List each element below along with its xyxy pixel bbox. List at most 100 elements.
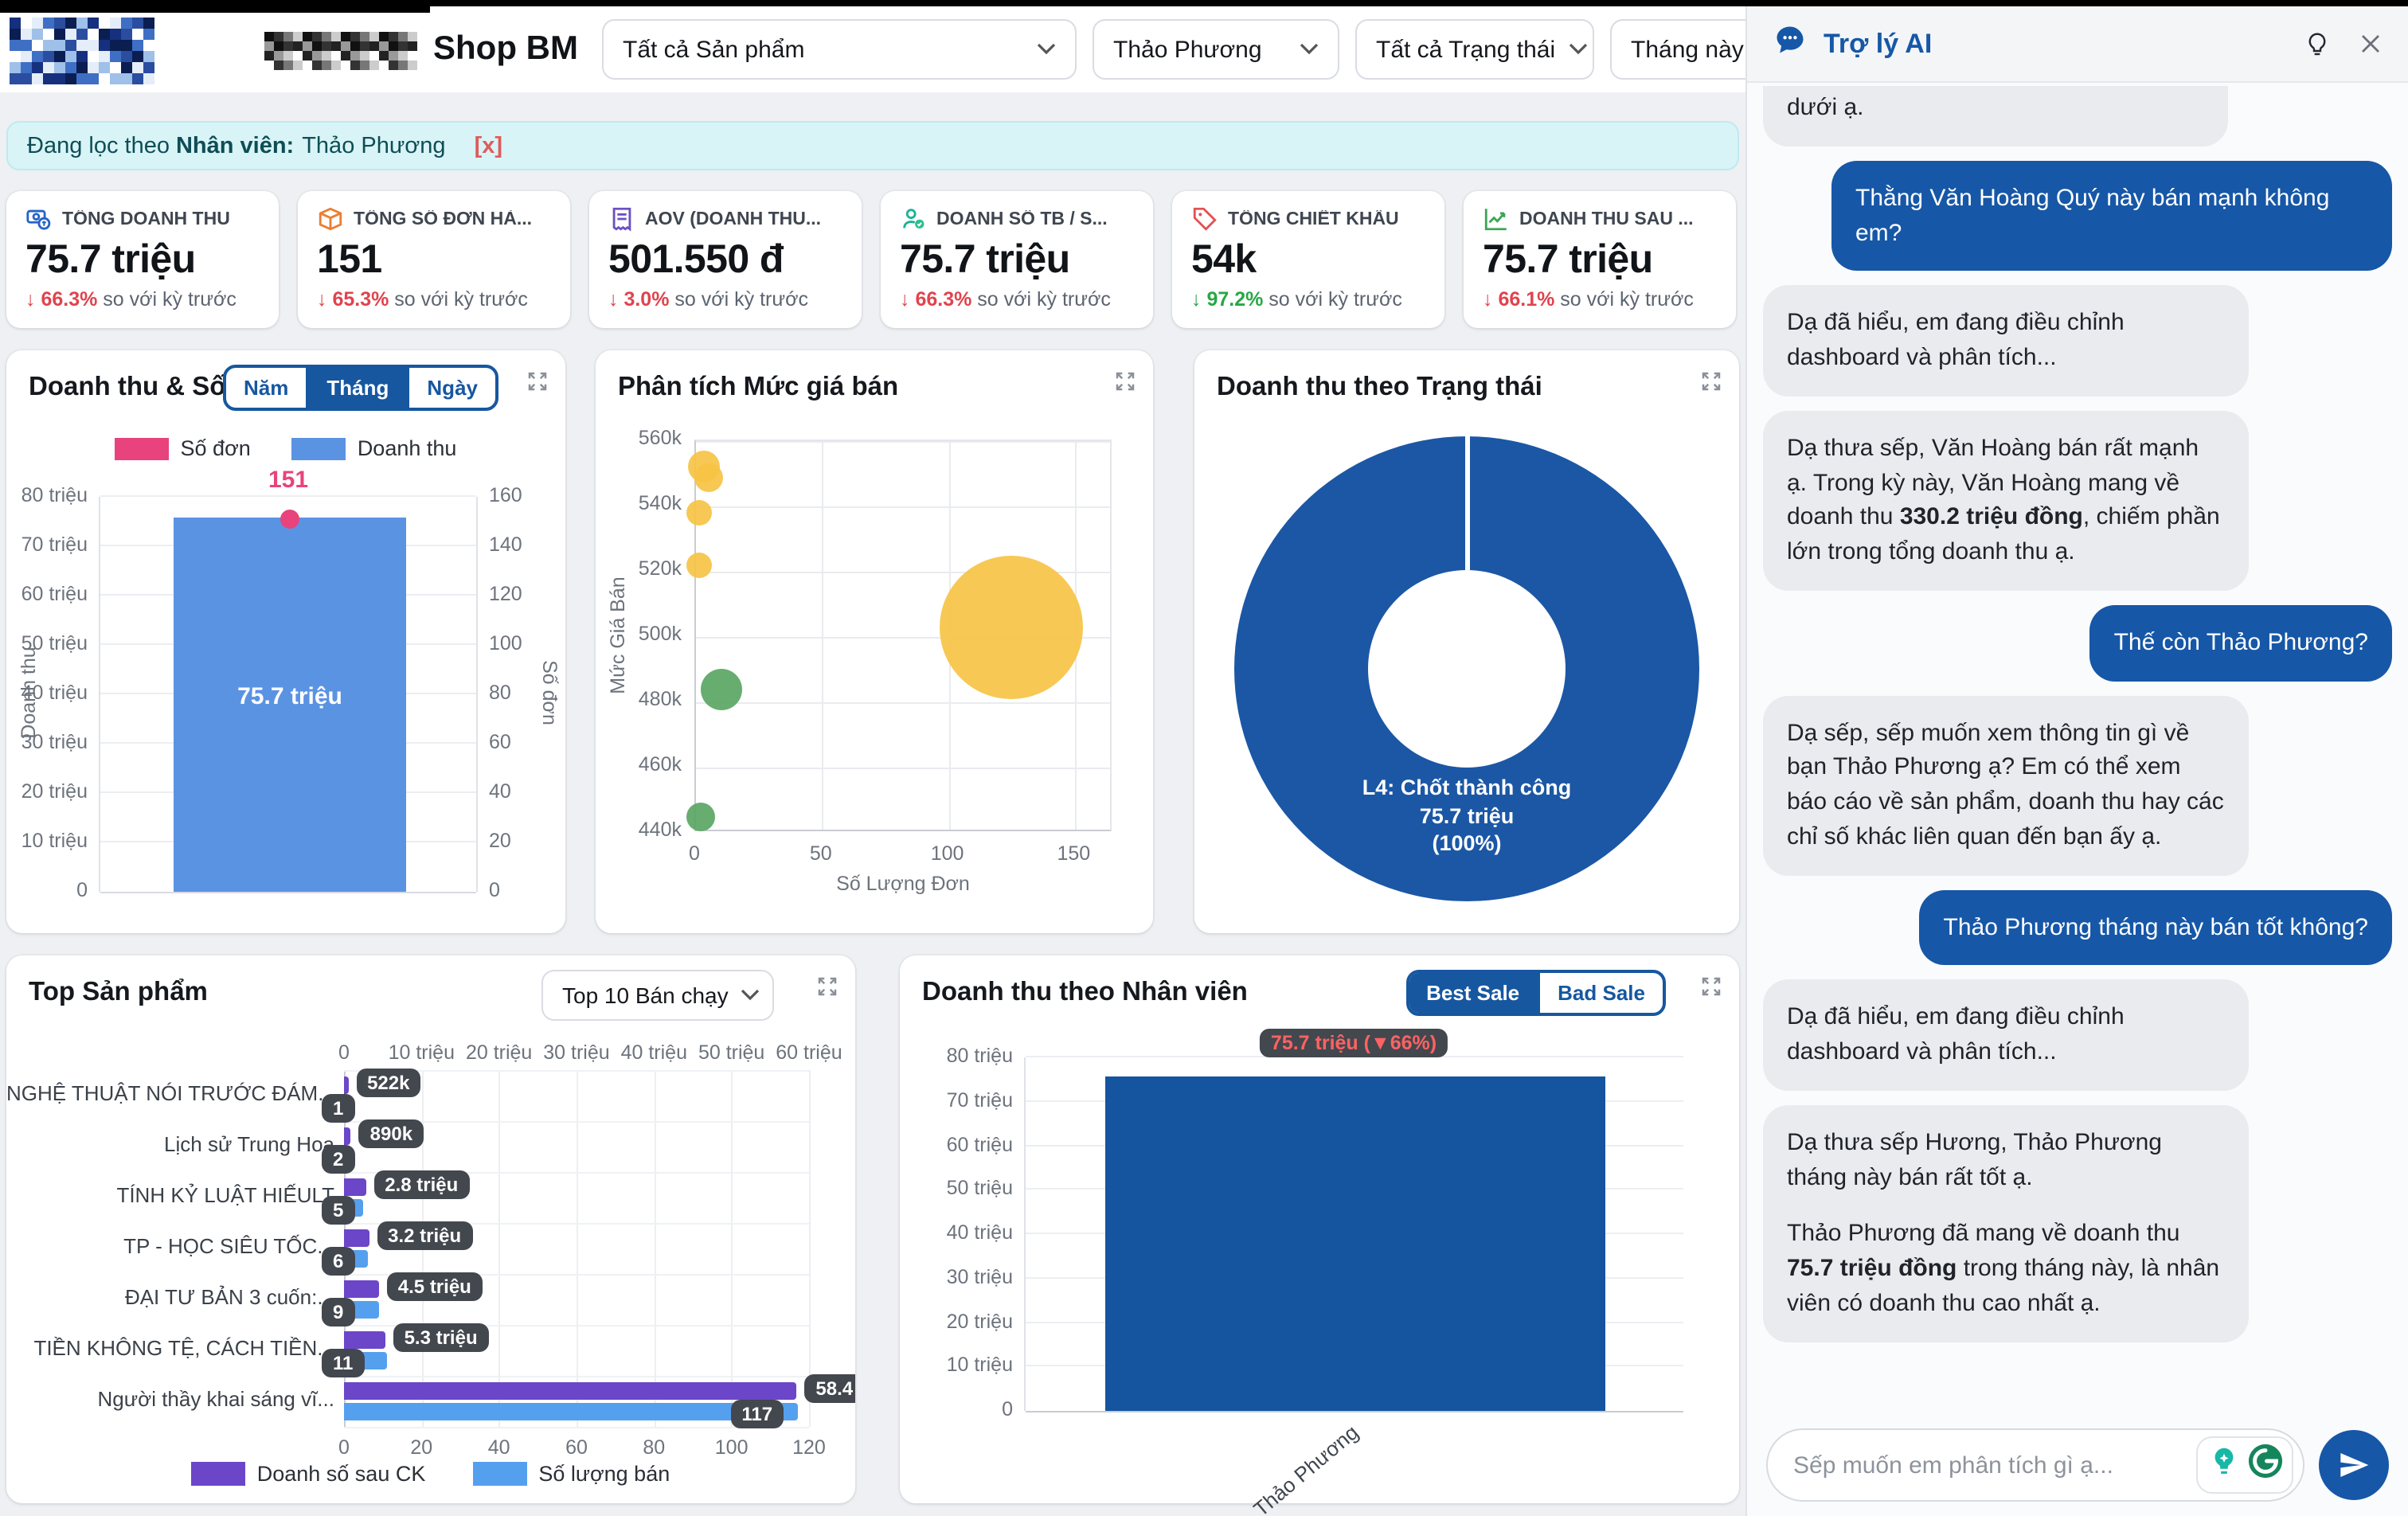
y-axis-tick: 70 triệu xyxy=(946,1088,1013,1112)
right-axis-tick: 40 xyxy=(489,780,511,803)
chat-messages: dưới ạ. Thằng Văn Hoàng Quý này bán mạnh … xyxy=(1763,84,2392,1414)
y-axis-tick: 40 triệu xyxy=(946,1221,1013,1244)
kpi-value: 151 xyxy=(317,237,382,282)
staff-revenue-chart-card: Doanh thu theo Nhân viên Best Sale Bad S… xyxy=(900,955,1739,1516)
send-button[interactable] xyxy=(2319,1430,2389,1500)
chat-message-assistant: Dạ thưa sếp Hương, Thảo Phương tháng này… xyxy=(1763,1104,2249,1342)
y-axis-tick: 440k xyxy=(638,819,682,841)
kpi-card: TỔNG SỐ ĐƠN HÀ... 151 ↓ 65.3% so với kỳ tr… xyxy=(298,191,570,328)
expand-icon[interactable] xyxy=(526,369,549,401)
kpi-card: AOV (DOANH THU... 501.550 đ ↓ 3.0% so với … xyxy=(589,191,862,328)
chart-title: Top Sản phẩm xyxy=(29,978,208,1006)
left-axis-tick: 70 triệu xyxy=(21,533,88,556)
scatter-bubble xyxy=(686,552,712,578)
kpi-delta: ↓ 66.1% so với kỳ trước xyxy=(1483,288,1694,311)
revenue-badge: 4.5 triệu xyxy=(386,1272,483,1301)
scatter-bubble xyxy=(694,463,723,492)
kpi-card: TỔNG CHIẾT KHẤU 54k ↓ 97.2% so với kỳ trướ… xyxy=(1172,191,1444,328)
clear-filter-button[interactable]: [x] xyxy=(474,133,503,158)
top-axis-tick: 20 triệu xyxy=(465,1041,533,1064)
revenue-bar xyxy=(344,1178,366,1196)
product-label: NGHỆ THUẬT NÓI TRƯỚC ĐÁM... xyxy=(6,1081,334,1105)
kpi-label: AOV (DOANH THU... xyxy=(608,205,842,232)
price-analysis-chart-card: Phân tích Mức giá bán Mức Giá Bán Số Lượ… xyxy=(596,350,1153,933)
close-icon[interactable] xyxy=(2359,32,2383,56)
grammarly-icon[interactable] xyxy=(2247,1443,2284,1487)
tab-nam[interactable]: Năm xyxy=(244,376,289,400)
qty-badge: 1 xyxy=(322,1094,355,1123)
right-axis-tick: 160 xyxy=(489,484,522,506)
money-icon xyxy=(25,205,53,232)
kpi-label: TỔNG CHIẾT KHẤU xyxy=(1191,205,1425,232)
tab-thang[interactable]: Tháng xyxy=(306,368,407,408)
kpi-label: DOANH THU SAU ... xyxy=(1483,205,1717,232)
kpi-label-text: TỔNG DOANH THU xyxy=(62,209,230,229)
orders-point-label: 151 xyxy=(268,467,309,494)
legend-swatch xyxy=(291,437,346,459)
sale-mode-tabs: Best Sale Bad Sale xyxy=(1405,970,1666,1016)
period-tabs: Năm Tháng Ngày xyxy=(223,365,498,411)
x-axis-tick: 0 xyxy=(689,842,700,865)
right-axis-tick: 20 xyxy=(489,830,511,852)
kpi-delta: ↓ 3.0% so với kỳ trước xyxy=(608,288,808,311)
legend-item: Số lượng bán xyxy=(473,1462,670,1486)
revenue-bar xyxy=(344,1229,369,1247)
revenue-bar xyxy=(344,1076,349,1094)
tab-bad-sale[interactable]: Bad Sale xyxy=(1537,973,1663,1013)
top-products-select[interactable]: Top 10 Bán chạy xyxy=(541,970,774,1021)
bottom-axis-tick: 100 xyxy=(714,1436,749,1459)
legend-item: Số đơn xyxy=(115,436,251,460)
x-axis-tick: 50 xyxy=(809,842,832,865)
chat-message-assistant: Dạ thưa sếp, Văn Hoàng bán rất mạnh ạ. T… xyxy=(1763,410,2249,591)
kpi-label-text: DOANH THU SAU ... xyxy=(1519,209,1694,229)
bar-tooltip: 75.7 triệu (▼66%) xyxy=(1259,1029,1448,1057)
left-axis-tick: 80 triệu xyxy=(21,484,88,506)
kpi-delta: ↓ 66.3% so với kỳ trước xyxy=(25,288,236,311)
bottom-axis-tick: 40 xyxy=(487,1436,510,1459)
y-axis-tick: 30 triệu xyxy=(946,1265,1013,1288)
product-label: TIỀN KHÔNG TỆ, CÁCH TIỀN... xyxy=(33,1336,334,1360)
lightbulb-icon[interactable] xyxy=(2304,31,2330,57)
assistant-title: Trợ lý AI xyxy=(1824,28,1933,58)
redacted-wordmark xyxy=(264,32,417,70)
x-axis-title: Số Lượng Đơn xyxy=(836,873,970,895)
top-axis-tick: 10 triệu xyxy=(388,1041,455,1064)
top-axis-tick: 60 triệu xyxy=(776,1041,842,1064)
status-filter-select[interactable]: Tất cả Trạng thái xyxy=(1355,19,1594,80)
chat-message-assistant: dưới ạ. xyxy=(1763,86,2228,147)
chat-message-assistant: Dạ đã hiểu, em đang điều chỉnh dashboard… xyxy=(1763,979,2249,1091)
growth-chart-icon xyxy=(1483,205,1510,232)
y-axis-tick: 0 xyxy=(1002,1398,1013,1420)
expand-icon[interactable] xyxy=(1699,975,1723,1006)
kpi-delta: ↓ 66.3% so với kỳ trước xyxy=(900,288,1111,311)
tab-best-sale[interactable]: Best Sale xyxy=(1409,973,1538,1013)
kpi-value: 75.7 triệu xyxy=(1483,237,1653,282)
suggestion-bulb-icon[interactable] xyxy=(2206,1443,2242,1487)
left-axis-tick: 20 triệu xyxy=(21,780,88,803)
scatter-bubble xyxy=(940,555,1084,699)
left-axis-tick: 60 triệu xyxy=(21,583,88,605)
top-axis-tick: 0 xyxy=(338,1041,350,1064)
kpi-value: 54k xyxy=(1191,237,1257,282)
y-axis-tick: 80 triệu xyxy=(946,1045,1013,1067)
scatter-bubble xyxy=(700,668,742,710)
staff-filter-select[interactable]: Thảo Phương xyxy=(1093,19,1339,80)
expand-icon[interactable] xyxy=(1113,369,1137,401)
qty-badge: 6 xyxy=(322,1247,355,1276)
y-axis-tick: 460k xyxy=(638,753,682,776)
kpi-value: 501.550 đ xyxy=(608,237,784,282)
chevron-down-icon xyxy=(1037,43,1056,56)
kpi-card: DOANH SỐ TB / S... 75.7 triệu ↓ 66.3% so v… xyxy=(881,191,1153,328)
top-axis-tick: 50 triệu xyxy=(698,1041,765,1064)
chat-message-assistant: Dạ sếp, sếp muốn xem thông tin gì về bạn… xyxy=(1763,695,2249,875)
expand-icon[interactable] xyxy=(1699,369,1723,401)
expand-icon[interactable] xyxy=(815,975,839,1006)
tab-ngay[interactable]: Ngày xyxy=(406,368,495,408)
qty-badge: 2 xyxy=(322,1145,355,1174)
left-axis-tick: 30 triệu xyxy=(21,731,88,753)
kpi-delta: ↓ 97.2% so với kỳ trước xyxy=(1191,288,1402,311)
product-filter-select[interactable]: Tất cả Sản phẩm xyxy=(602,19,1077,80)
x-axis-tick: 100 xyxy=(930,842,964,865)
kpi-card: DOANH THU SAU ... 75.7 triệu ↓ 66.1% so vớ… xyxy=(1464,191,1736,328)
staff-icon xyxy=(900,205,927,232)
